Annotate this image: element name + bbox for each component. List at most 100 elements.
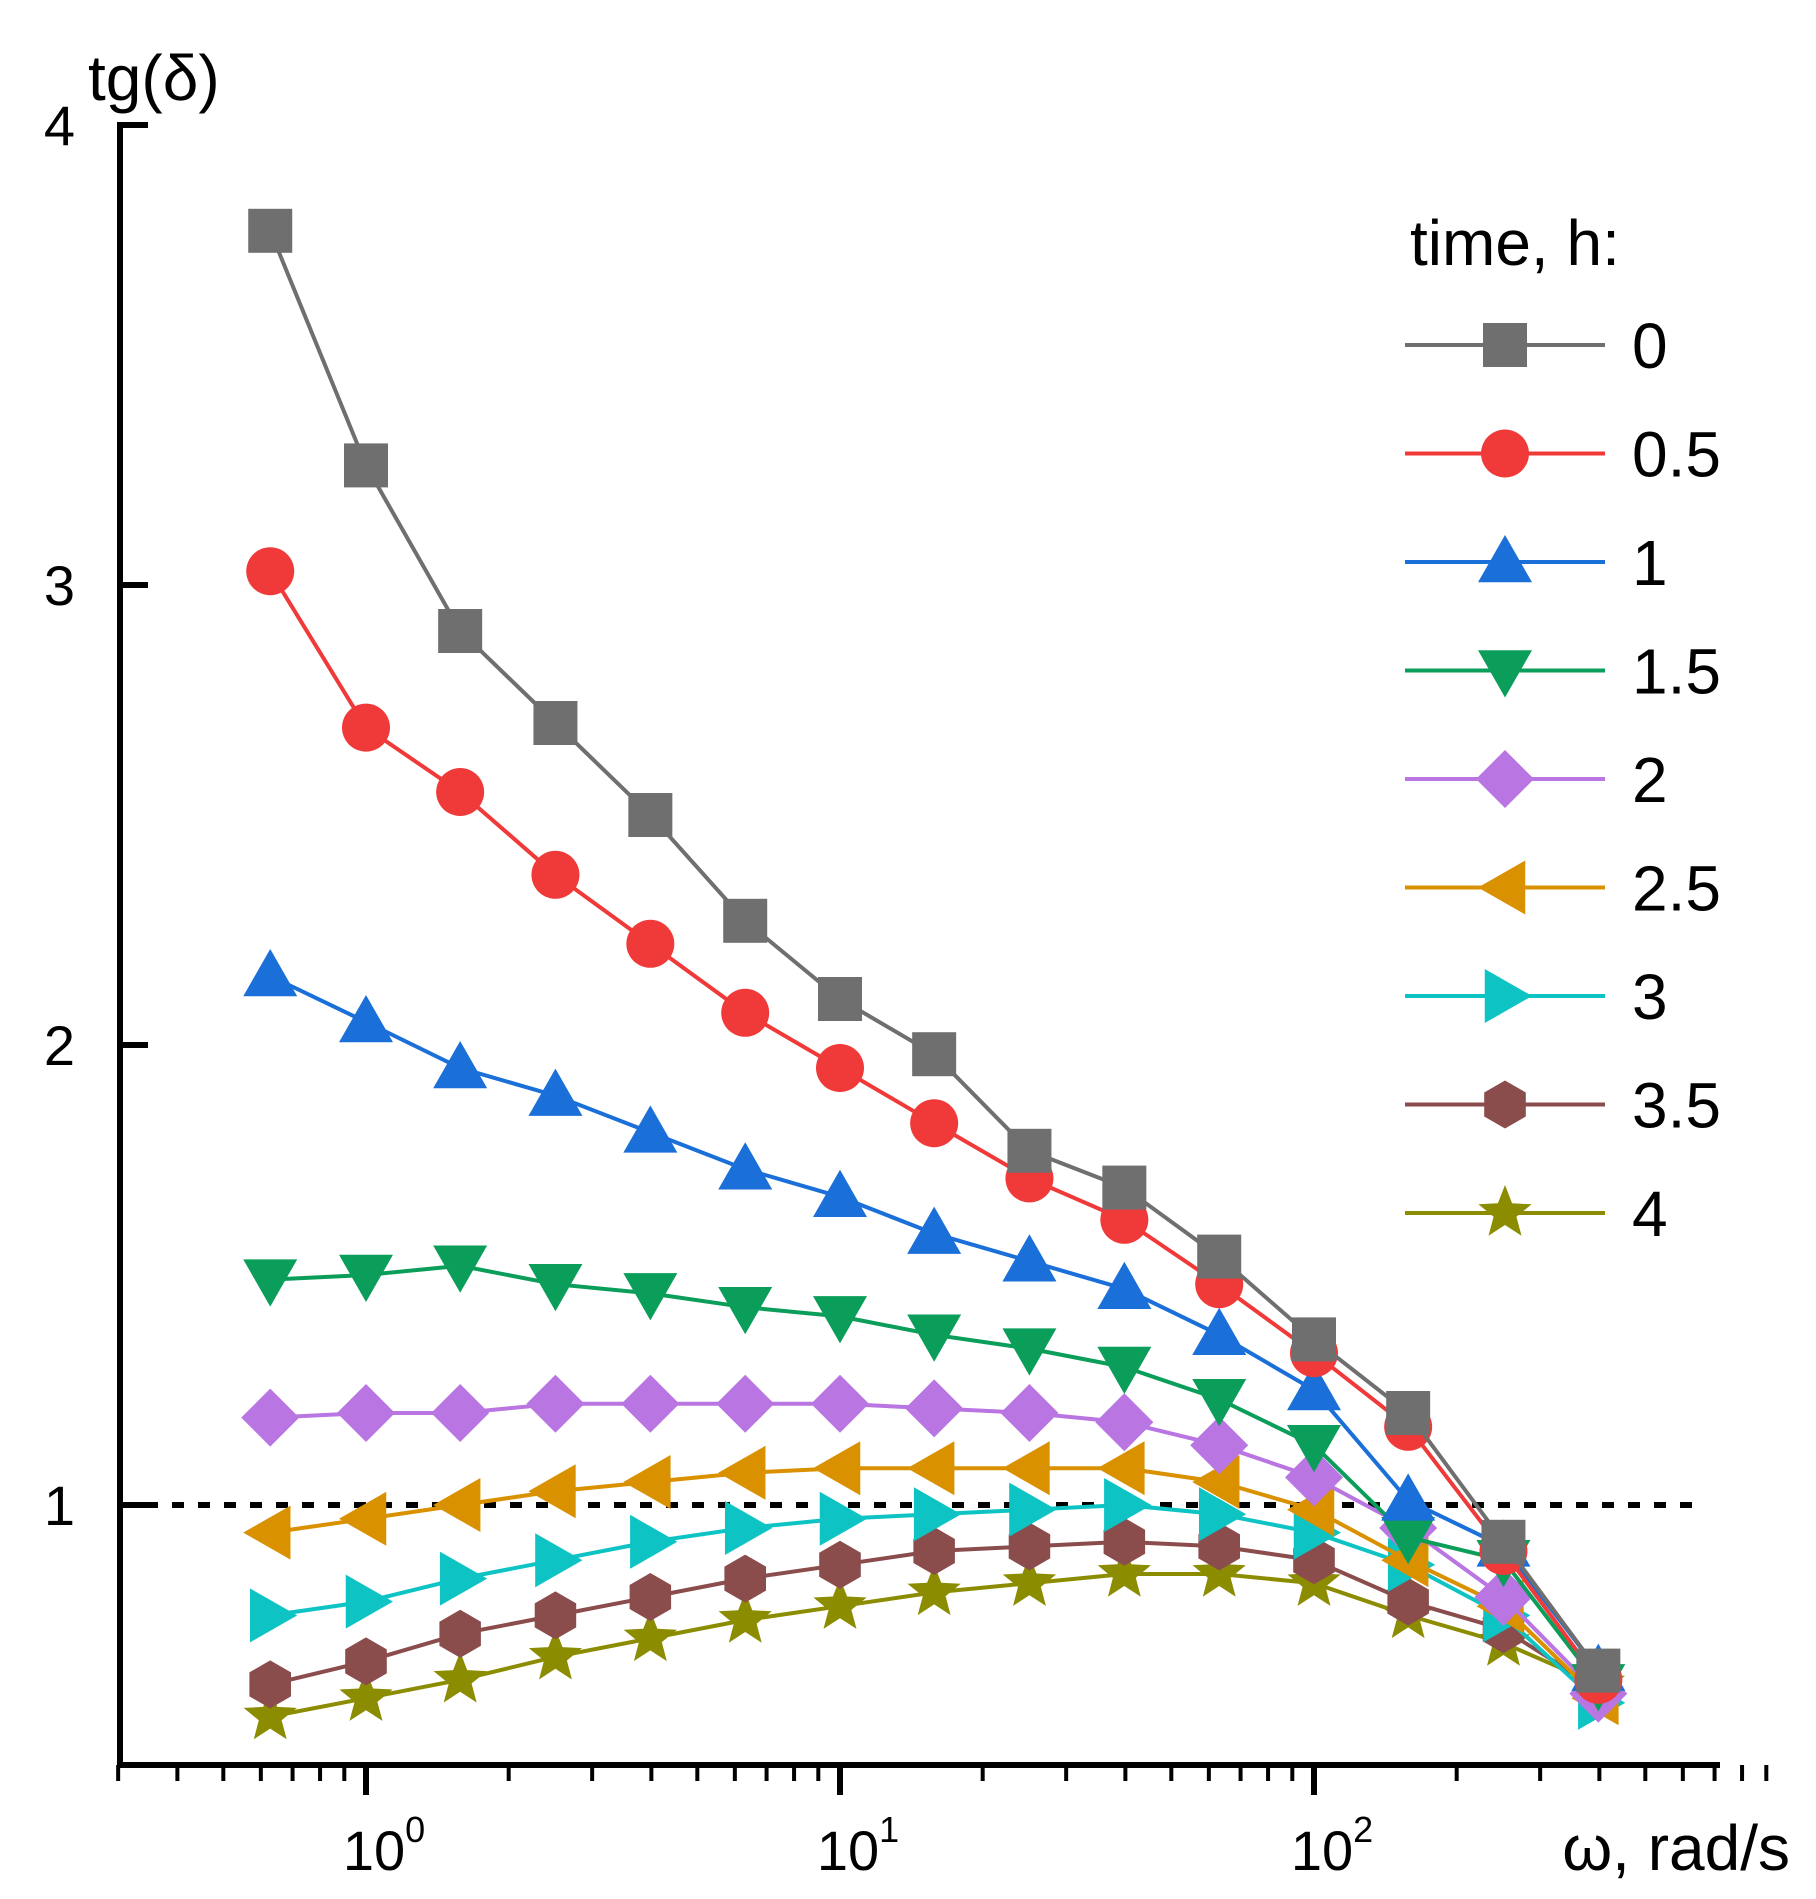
point-0-9 xyxy=(1102,1165,1147,1210)
point-4-0 xyxy=(243,1688,297,1740)
point-4-7 xyxy=(907,1564,961,1616)
point-4-6 xyxy=(813,1578,867,1629)
legend-item-3: 3 xyxy=(1405,961,1668,1033)
point-2-8 xyxy=(1000,1384,1059,1442)
point-2-0 xyxy=(241,1388,300,1447)
legend-marker-3 xyxy=(1484,969,1532,1023)
point-2-11 xyxy=(1285,1448,1343,1507)
series-3.5 xyxy=(249,1517,1620,1713)
point-2.5-5 xyxy=(718,1445,766,1500)
y-tick-label-3: 3 xyxy=(44,554,75,617)
legend-item-2.5: 2.5 xyxy=(1405,853,1721,925)
legend-label-0.5: 0.5 xyxy=(1632,419,1721,491)
point-0-10 xyxy=(1197,1234,1242,1279)
point-3.5-5 xyxy=(724,1554,766,1603)
legend-marker-2 xyxy=(1476,750,1534,808)
point-2.5-6 xyxy=(813,1441,861,1496)
point-0.5-7 xyxy=(910,1099,959,1148)
point-3-0 xyxy=(249,1588,298,1643)
point-0-8 xyxy=(1007,1128,1052,1173)
legend-items: 0 0.5 1 1.5 2 2.5 3 3.5 4 xyxy=(1405,310,1721,1250)
x-axis-title: ω, rad/s xyxy=(1562,1812,1790,1884)
legend-item-2: 2 xyxy=(1405,744,1668,816)
point-2.5-4 xyxy=(623,1455,671,1509)
point-2.5-3 xyxy=(528,1464,576,1519)
legend-marker-3.5 xyxy=(1484,1080,1526,1129)
point-0-4 xyxy=(628,793,673,837)
point-4-8 xyxy=(1002,1555,1057,1606)
y-axis-title: tg(δ) xyxy=(88,42,220,114)
legend-marker-1 xyxy=(1478,535,1532,583)
point-2-6 xyxy=(811,1374,869,1433)
legend-marker-1.5 xyxy=(1478,650,1532,698)
point-0-13 xyxy=(1481,1519,1526,1564)
point-1.5-0 xyxy=(243,1259,298,1307)
series-layer xyxy=(241,208,1628,1740)
point-1.5-12 xyxy=(1381,1516,1436,1565)
point-1-2 xyxy=(433,1041,488,1089)
point-3-5 xyxy=(724,1501,773,1555)
point-3.5-7 xyxy=(913,1527,955,1575)
point-1.5-7 xyxy=(907,1314,962,1362)
point-4-4 xyxy=(623,1610,677,1662)
legend-label-3: 3 xyxy=(1632,961,1668,1033)
point-3-7 xyxy=(913,1487,962,1542)
point-4-3 xyxy=(528,1628,583,1680)
point-3-8 xyxy=(1009,1482,1057,1537)
legend-item-3.5: 3.5 xyxy=(1405,1070,1721,1142)
point-3-2 xyxy=(439,1551,488,1606)
series-0 xyxy=(248,208,1621,1693)
point-3-4 xyxy=(630,1514,678,1569)
point-2-2 xyxy=(431,1384,490,1442)
point-0-2 xyxy=(438,609,483,653)
y-tick-label-4: 4 xyxy=(44,94,75,157)
legend-item-0.5: 0.5 xyxy=(1405,419,1721,491)
point-2.5-10 xyxy=(1192,1455,1240,1509)
legend-label-3.5: 3.5 xyxy=(1632,1070,1721,1142)
point-2-4 xyxy=(621,1374,680,1433)
legend-label-1.5: 1.5 xyxy=(1632,636,1721,708)
point-0-5 xyxy=(723,898,768,943)
point-3.5-9 xyxy=(1103,1517,1146,1566)
series-3 xyxy=(249,1478,1626,1730)
legend-item-1.5: 1.5 xyxy=(1405,636,1721,708)
legend-title: time, h: xyxy=(1410,207,1620,279)
point-0-14 xyxy=(1576,1648,1621,1693)
point-1-6 xyxy=(813,1169,867,1218)
point-1.5-11 xyxy=(1287,1424,1341,1473)
point-0-0 xyxy=(248,208,293,253)
point-0.5-6 xyxy=(816,1044,864,1092)
point-0-1 xyxy=(344,443,388,488)
point-4-2 xyxy=(433,1651,487,1703)
x-tick-label-100: 102 xyxy=(1291,1809,1373,1882)
point-1-9 xyxy=(1097,1261,1152,1310)
point-2-3 xyxy=(526,1374,585,1433)
legend-label-2.5: 2.5 xyxy=(1632,853,1721,925)
point-3.5-6 xyxy=(819,1540,861,1589)
point-1-3 xyxy=(528,1068,583,1116)
point-0-12 xyxy=(1386,1391,1431,1435)
legend: time, h: 0 0.5 1 1.5 2 2.5 3 3.5 4 xyxy=(1405,207,1721,1250)
y-ticks: 1 2 3 4 xyxy=(44,94,148,1537)
legend-marker-0.5 xyxy=(1481,429,1529,478)
x-ticks: 100 101 102 xyxy=(116,1765,1769,1882)
point-1-7 xyxy=(907,1206,962,1254)
point-3-10 xyxy=(1198,1487,1247,1542)
point-1-4 xyxy=(623,1105,678,1153)
point-0.5-5 xyxy=(721,988,770,1037)
point-2-5 xyxy=(716,1374,775,1433)
point-4-5 xyxy=(718,1592,772,1643)
point-3.5-4 xyxy=(629,1573,672,1621)
point-2.5-1 xyxy=(339,1491,387,1546)
point-0-11 xyxy=(1292,1317,1336,1362)
legend-label-0: 0 xyxy=(1632,310,1668,382)
point-0.5-0 xyxy=(246,547,295,596)
point-3.5-3 xyxy=(534,1591,577,1640)
point-4-1 xyxy=(339,1670,393,1721)
point-2.5-0 xyxy=(243,1505,291,1560)
y-tick-label-2: 2 xyxy=(44,1014,75,1077)
point-1-1 xyxy=(339,995,393,1043)
point-2.5-8 xyxy=(1002,1441,1050,1496)
x-tick-label-1: 100 xyxy=(343,1809,425,1882)
legend-item-1: 1 xyxy=(1405,527,1668,599)
